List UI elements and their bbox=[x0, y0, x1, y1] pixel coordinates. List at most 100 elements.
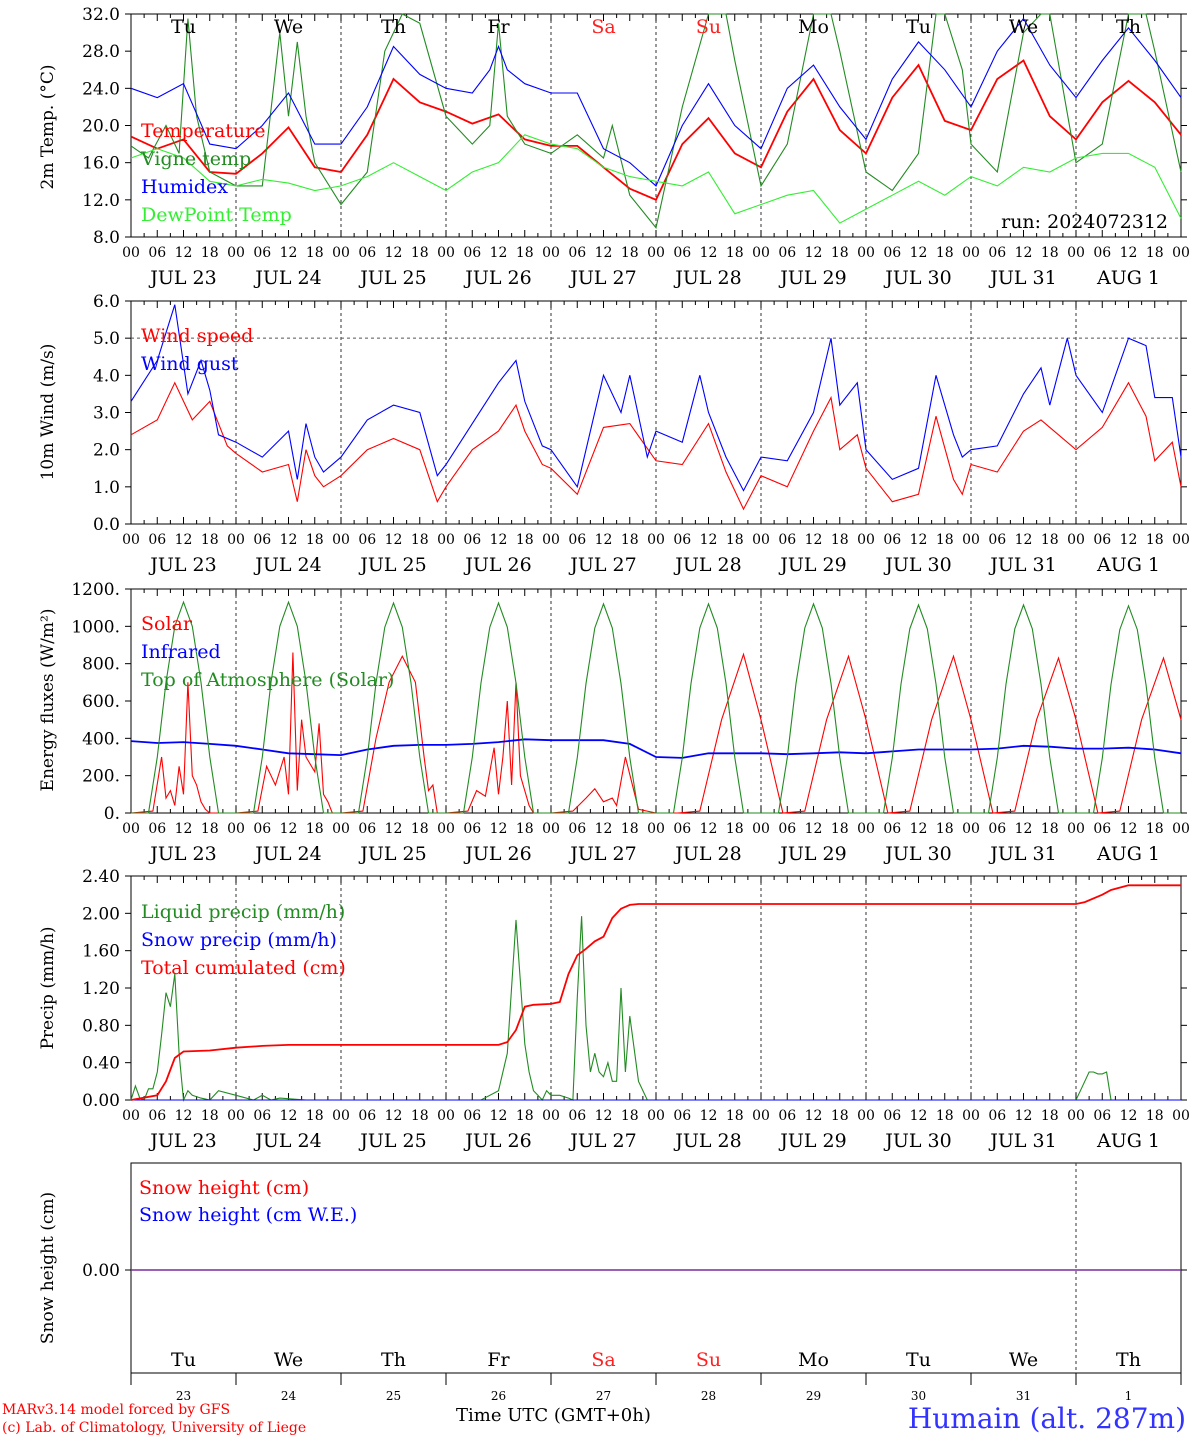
date-label: AUG 1 bbox=[1096, 843, 1160, 865]
hour-label: 00 bbox=[542, 1108, 560, 1124]
y-tick-label: 800. bbox=[82, 655, 120, 675]
hour-label: 18 bbox=[726, 1108, 744, 1124]
legend-entry: Solar bbox=[141, 613, 193, 635]
hour-label: 06 bbox=[568, 1108, 586, 1124]
weekday-label: Mo bbox=[798, 16, 829, 38]
hour-label: 00 bbox=[332, 821, 350, 837]
date-label: JUL 23 bbox=[148, 267, 216, 289]
hour-label: 18 bbox=[726, 821, 744, 837]
y-tick-label: 0.00 bbox=[82, 1261, 120, 1281]
hour-label: 12 bbox=[805, 532, 823, 548]
y-tick-label: 12.0 bbox=[82, 191, 120, 211]
hour-label: 12 bbox=[280, 532, 298, 548]
weekday-label: Fr bbox=[487, 16, 510, 38]
panel-3 bbox=[125, 588, 1187, 814]
hour-label: 00 bbox=[122, 532, 140, 548]
hour-label: 00 bbox=[437, 245, 455, 261]
hour-label: 12 bbox=[175, 821, 193, 837]
legend-entry: Infrared bbox=[141, 641, 221, 663]
hour-label: 18 bbox=[936, 821, 954, 837]
hour-label: 12 bbox=[1120, 1108, 1138, 1124]
hour-label: 18 bbox=[831, 532, 849, 548]
y-tick-label: 2.00 bbox=[82, 904, 120, 924]
hour-label: 18 bbox=[1146, 532, 1164, 548]
hour-label: 12 bbox=[700, 1108, 718, 1124]
y-tick-label: 4.0 bbox=[93, 366, 120, 386]
weekday-label: Tu bbox=[171, 1349, 196, 1371]
hour-label: 00 bbox=[1067, 821, 1085, 837]
legend-entry: Temperature bbox=[141, 120, 265, 142]
date-label: JUL 27 bbox=[568, 554, 636, 576]
weekday-label: We bbox=[1009, 16, 1038, 38]
y-tick-label: 6.0 bbox=[93, 292, 120, 312]
series-line bbox=[130, 738, 1182, 759]
hour-label: 18 bbox=[726, 532, 744, 548]
weekday-label: Su bbox=[696, 1349, 721, 1371]
series-line bbox=[130, 13, 1182, 229]
y-tick-label: 1200. bbox=[71, 580, 120, 600]
y-tick-label: 28.0 bbox=[82, 42, 120, 62]
hour-label: 12 bbox=[280, 245, 298, 261]
date-label: JUL 25 bbox=[358, 554, 426, 576]
run-label: run: 2024072312 bbox=[1001, 211, 1168, 233]
date-label: JUL 30 bbox=[883, 843, 951, 865]
weekday-label: We bbox=[274, 1349, 303, 1371]
y-axis-label: 2m Temp. (°C) bbox=[38, 64, 58, 189]
hour-label: 06 bbox=[778, 245, 796, 261]
date-label: JUL 29 bbox=[778, 1130, 846, 1152]
hour-label: 12 bbox=[385, 1108, 403, 1124]
hour-label: 00 bbox=[857, 821, 875, 837]
weekday-label: Sa bbox=[591, 16, 615, 38]
y-tick-label: 0.0 bbox=[93, 515, 120, 535]
legend-entry: Snow height (cm W.E.) bbox=[139, 1204, 357, 1226]
hour-label: 18 bbox=[201, 821, 219, 837]
panel-frame bbox=[130, 300, 1182, 525]
hour-label: 12 bbox=[910, 532, 928, 548]
hour-label: 12 bbox=[910, 821, 928, 837]
hour-label: 06 bbox=[778, 532, 796, 548]
y-tick-label: 2.0 bbox=[93, 441, 120, 461]
weekday-label: Fr bbox=[487, 1349, 510, 1371]
legend-entry: Wind speed bbox=[141, 325, 253, 347]
y-axis-label: Snow height (cm) bbox=[38, 1192, 58, 1344]
y-tick-label: 8.0 bbox=[93, 228, 120, 248]
hour-label: 06 bbox=[673, 245, 691, 261]
weekday-label: Th bbox=[381, 1349, 406, 1371]
hour-label: 12 bbox=[175, 1108, 193, 1124]
hour-label: 06 bbox=[253, 1108, 271, 1124]
y-tick-label: 20.0 bbox=[82, 117, 120, 137]
date-label: JUL 25 bbox=[358, 843, 426, 865]
hour-label: 18 bbox=[831, 245, 849, 261]
hour-label: 18 bbox=[1146, 1108, 1164, 1124]
hour-label: 06 bbox=[883, 1108, 901, 1124]
hour-label: 06 bbox=[1093, 245, 1111, 261]
date-label: JUL 24 bbox=[253, 843, 321, 865]
hour-label: 06 bbox=[358, 532, 376, 548]
hour-label: 18 bbox=[201, 532, 219, 548]
hour-label: 12 bbox=[280, 821, 298, 837]
hour-label: 18 bbox=[516, 1108, 534, 1124]
hour-label: 00 bbox=[1172, 245, 1190, 261]
hour-label: 18 bbox=[516, 532, 534, 548]
hour-label: 06 bbox=[463, 1108, 481, 1124]
hour-label: 12 bbox=[700, 245, 718, 261]
hour-label: 00 bbox=[1067, 532, 1085, 548]
date-label: JUL 26 bbox=[463, 267, 531, 289]
panel-1 bbox=[125, 13, 1187, 238]
date-label: JUL 29 bbox=[778, 843, 846, 865]
hour-label: 18 bbox=[411, 245, 429, 261]
date-label: AUG 1 bbox=[1096, 267, 1160, 289]
hour-label: 00 bbox=[647, 532, 665, 548]
weekday-label: Th bbox=[1116, 16, 1141, 38]
hour-label: 06 bbox=[883, 532, 901, 548]
date-label: JUL 26 bbox=[463, 843, 531, 865]
weekday-label: Mo bbox=[798, 1349, 829, 1371]
date-label: JUL 30 bbox=[883, 554, 951, 576]
hour-label: 12 bbox=[595, 1108, 613, 1124]
hour-label: 00 bbox=[332, 1108, 350, 1124]
hour-label: 18 bbox=[516, 245, 534, 261]
hour-label: 00 bbox=[857, 1108, 875, 1124]
y-tick-label: 5.0 bbox=[93, 329, 120, 349]
date-label: JUL 31 bbox=[988, 554, 1056, 576]
hour-label: 00 bbox=[1172, 532, 1190, 548]
